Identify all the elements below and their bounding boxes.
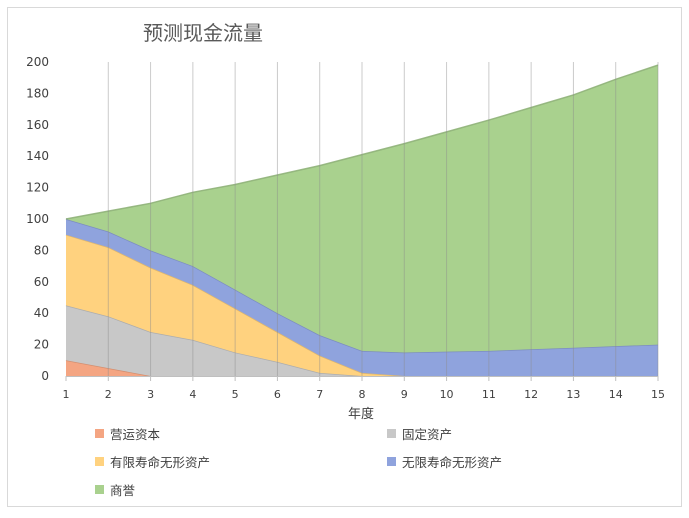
area-series-2 xyxy=(66,234,658,376)
axis-layer: 1 2 3 4 5 6 7 8 9 10 11 12 13 14 150204060801001201401… xyxy=(26,55,665,401)
legend-label: 商誉 xyxy=(110,483,136,498)
legend-label: 有限寿命无形资产 xyxy=(110,455,211,470)
x-tick-label: 14 xyxy=(609,388,623,401)
y-tick-label: 80 xyxy=(34,243,49,257)
y-tick-label: 100 xyxy=(26,212,49,226)
y-tick-label: 60 xyxy=(34,275,49,289)
y-tick-label: 200 xyxy=(26,55,49,69)
legend-item: 固定资产 xyxy=(387,424,452,443)
x-tick-label: 12 xyxy=(524,388,538,401)
x-tick-label: 6 xyxy=(274,388,281,401)
x-tick-label: 9 xyxy=(401,388,408,401)
area-series-3 xyxy=(66,219,658,376)
x-tick-label: 8 xyxy=(359,388,366,401)
x-tick-label: 7 xyxy=(316,388,323,401)
x-axis-title: 年度 xyxy=(348,406,374,422)
area-series-4 xyxy=(66,65,658,353)
x-tick-label: 2 xyxy=(105,388,112,401)
legend-item: 营运资本 xyxy=(95,424,160,443)
x-tick-label: 15 xyxy=(651,388,665,401)
chart-title: 预测现金流量 xyxy=(143,21,263,45)
legend-swatch xyxy=(95,429,104,438)
legend-item: 商誉 xyxy=(95,480,135,499)
x-tick-label: 11 xyxy=(482,388,496,401)
legend-item: 有限寿命无形资产 xyxy=(95,452,210,471)
legend-swatch xyxy=(95,457,104,466)
x-tick-label: 13 xyxy=(566,388,580,401)
x-tick-label: 10 xyxy=(440,388,454,401)
legend-swatch xyxy=(387,429,396,438)
y-tick-label: 20 xyxy=(34,338,49,352)
area-series-1 xyxy=(66,305,658,376)
legend-label: 固定资产 xyxy=(402,427,453,442)
y-tick-label: 140 xyxy=(26,149,49,163)
legend-swatch xyxy=(387,457,396,466)
gridline-layer xyxy=(107,62,659,376)
legend-item: 无限寿命无形资产 xyxy=(387,452,502,471)
y-tick-label: 0 xyxy=(41,369,49,383)
y-tick-label: 120 xyxy=(26,181,49,195)
x-tick-label: 1 xyxy=(63,388,70,401)
area-series-edge-4 xyxy=(65,64,659,220)
y-tick-label: 40 xyxy=(34,306,49,320)
x-tick-label: 3 xyxy=(147,388,154,401)
y-tick-label: 180 xyxy=(26,86,49,100)
x-tick-label: 4 xyxy=(189,388,196,401)
area-series-0 xyxy=(66,360,658,376)
legend-label: 无限寿命无形资产 xyxy=(402,455,503,470)
y-tick-label: 160 xyxy=(26,118,49,132)
legend-label: 营运资本 xyxy=(110,427,161,442)
x-tick-label: 5 xyxy=(232,388,239,401)
legend-swatch xyxy=(95,485,104,494)
